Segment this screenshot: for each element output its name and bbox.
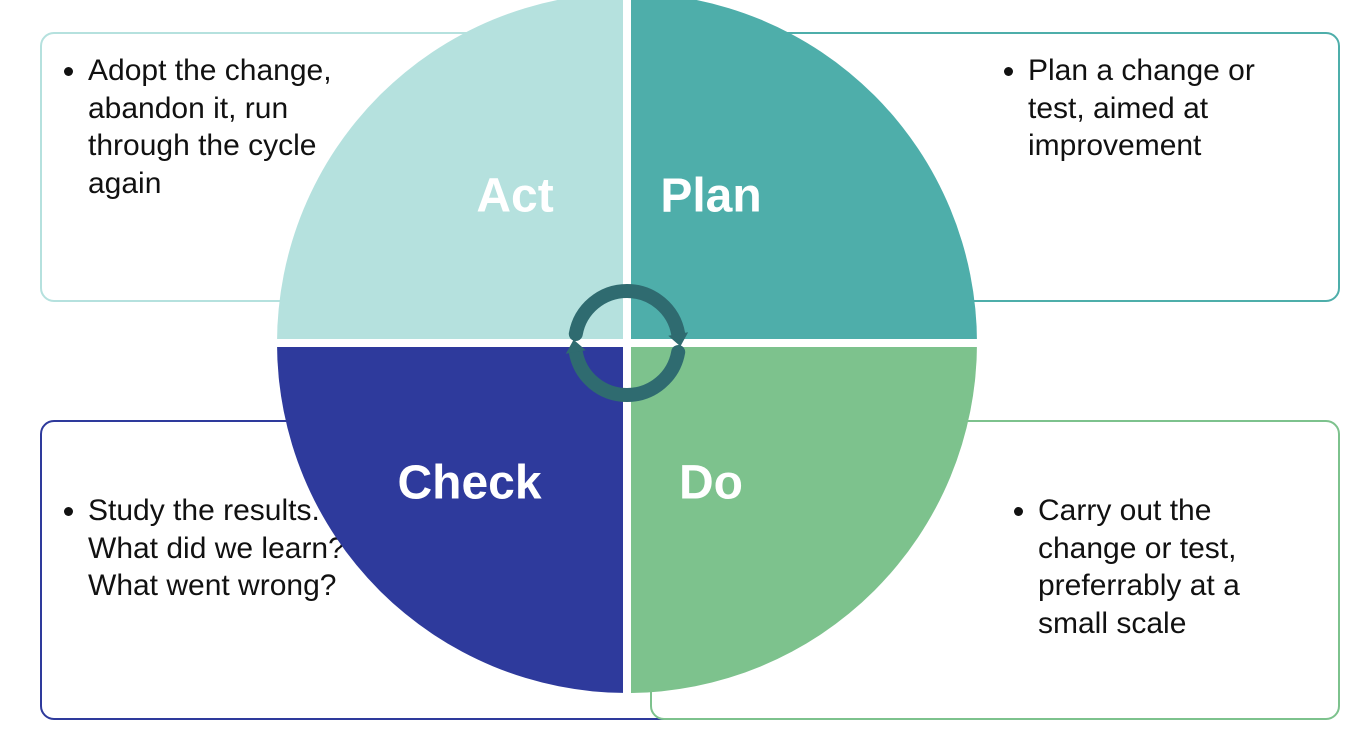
quadrant-act-label: Act bbox=[476, 169, 553, 224]
callout-plan-text: Plan a change or test, aimed at improvem… bbox=[1028, 52, 1318, 165]
quadrant-do-label: Do bbox=[679, 456, 743, 511]
callout-do-text: Carry out the change or test, preferrabl… bbox=[1038, 492, 1318, 642]
pdca-diagram: Adopt the change, abandon it, run throug… bbox=[0, 0, 1371, 743]
pdca-circle: Act Plan Check Do bbox=[277, 0, 977, 693]
quadrant-check-label: Check bbox=[397, 456, 541, 511]
quadrant-plan-label: Plan bbox=[660, 169, 761, 224]
cycle-arrows-icon bbox=[555, 271, 699, 415]
